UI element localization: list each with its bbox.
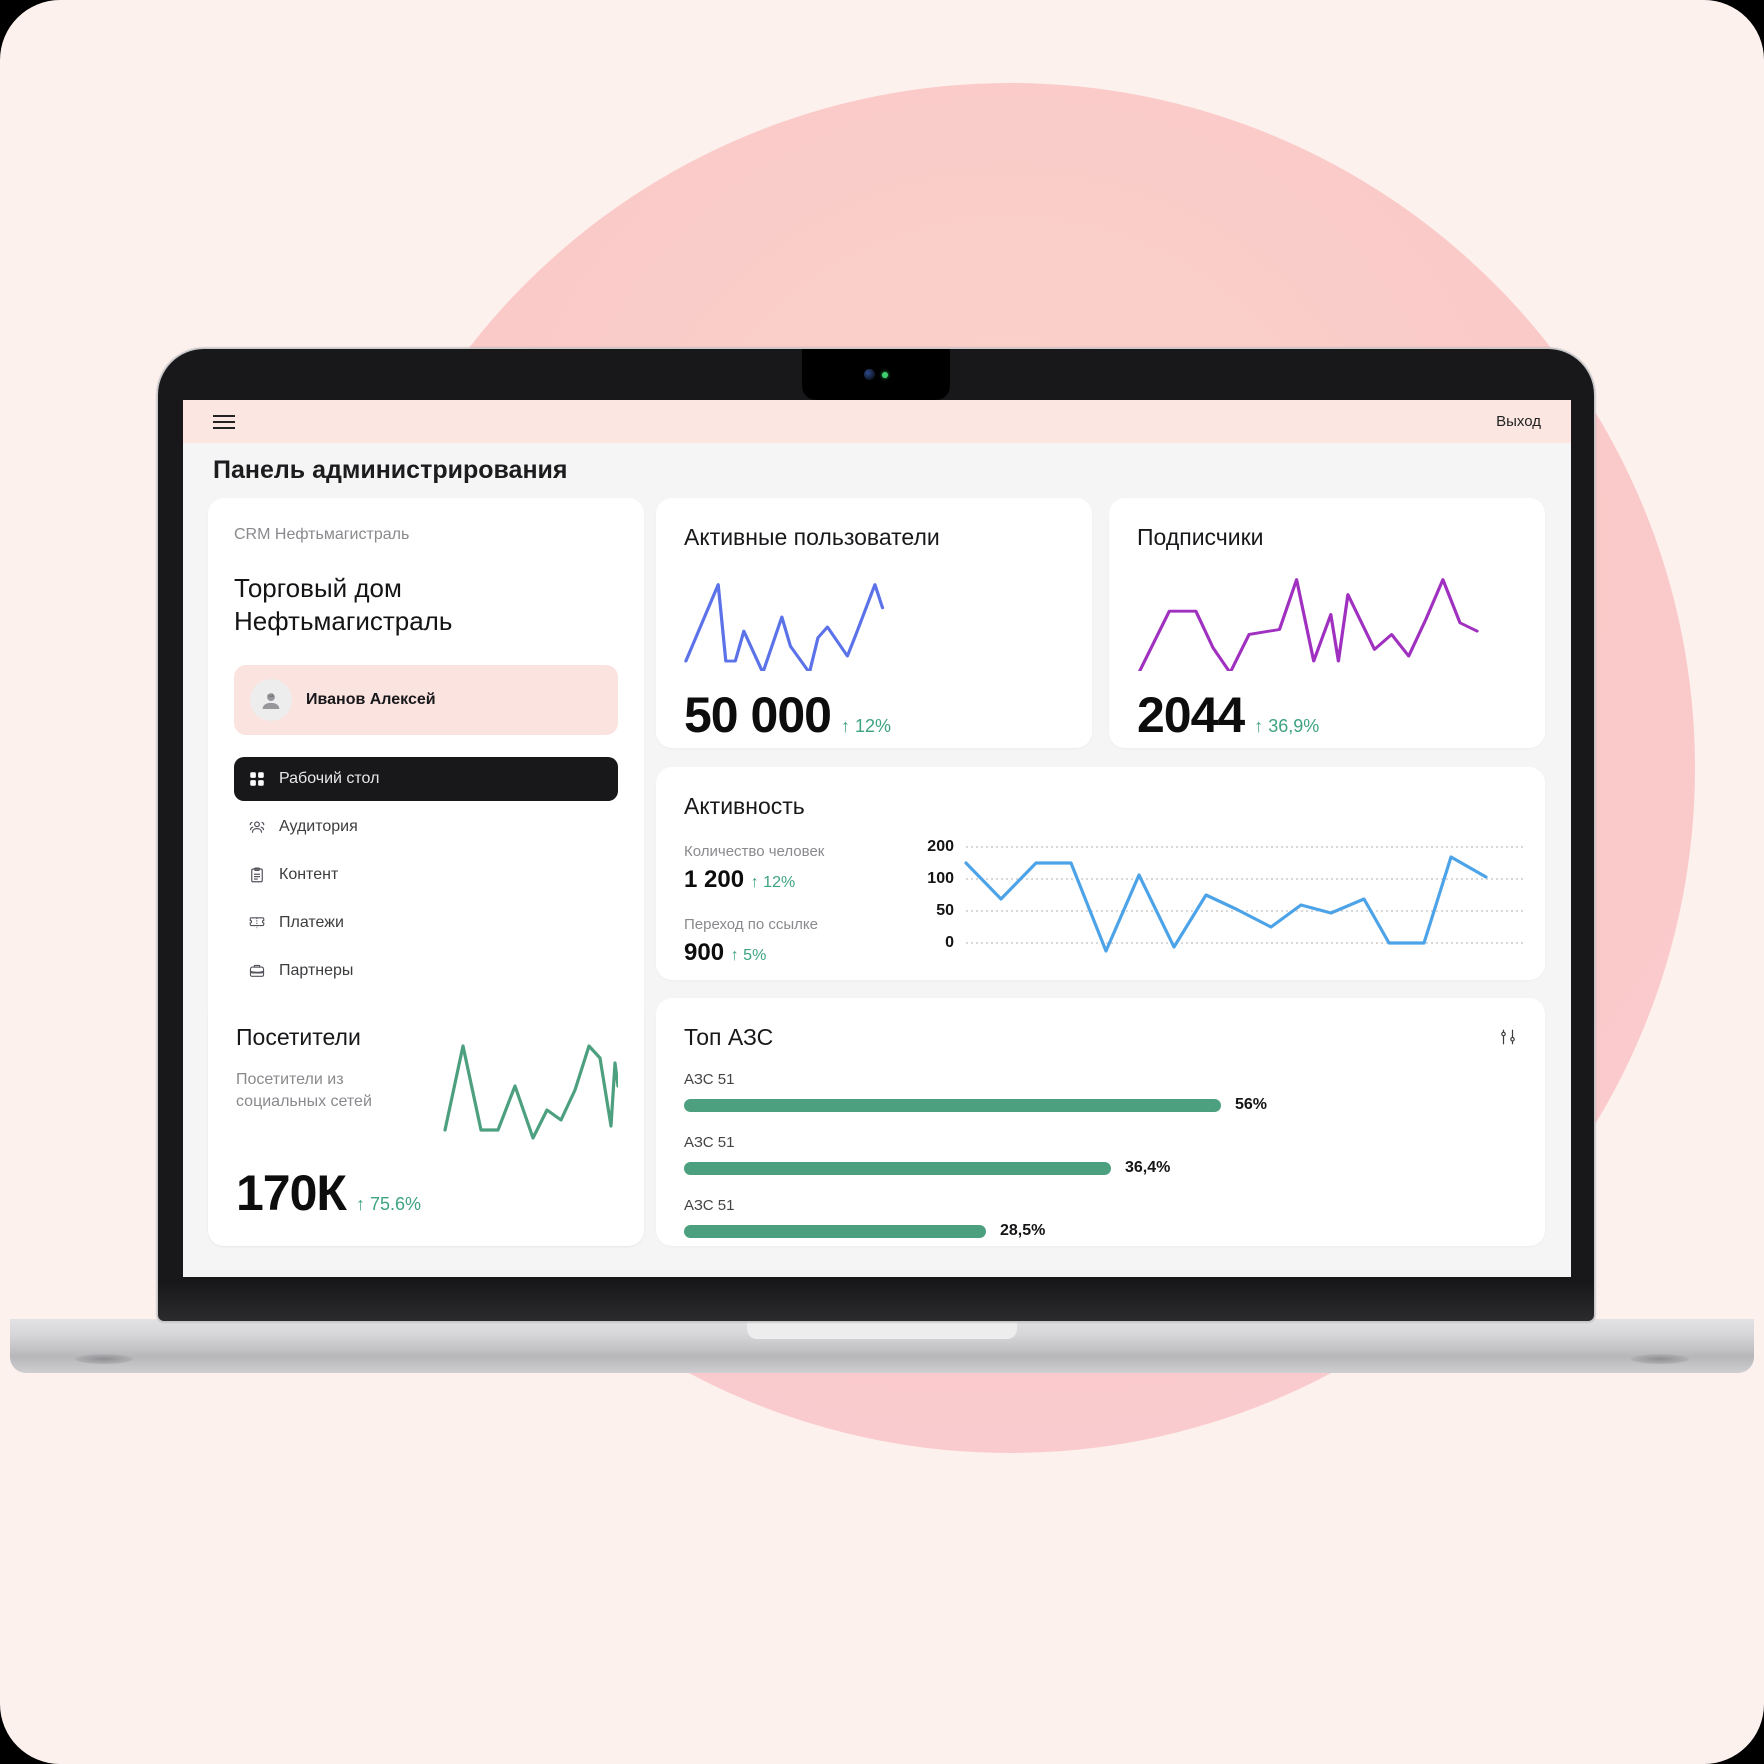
svg-text:0: 0 bbox=[945, 934, 954, 951]
svg-text:50: 50 bbox=[936, 902, 954, 919]
svg-text:200: 200 bbox=[927, 838, 954, 855]
svg-text:100: 100 bbox=[927, 870, 954, 887]
